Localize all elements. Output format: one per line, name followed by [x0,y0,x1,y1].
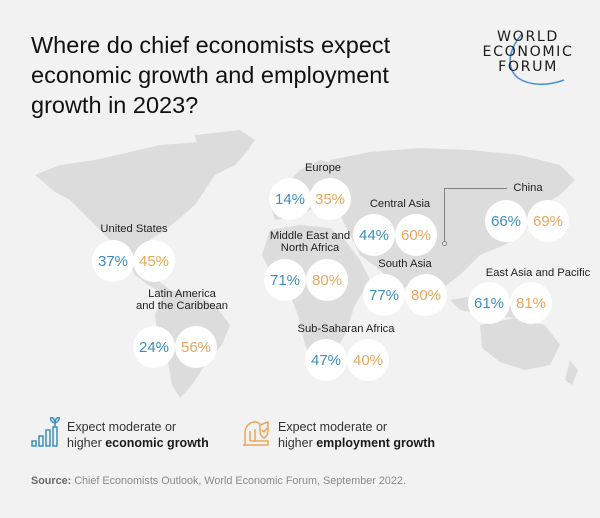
logo-line-3: FORUM [498,59,558,75]
region-label-mena-line-1: Middle East and [269,230,351,242]
region-label-east-asia-pacific: East Asia and Pacific [485,267,591,279]
source-text: Chief Economists Outlook, World Economic… [71,475,406,487]
legend-employment-prefix: higher [278,436,317,450]
region-label-south-asia: South Asia [378,258,432,270]
bubble-employment-europe: 35% [309,178,351,220]
source-note: Source: Chief Economists Outlook, World … [31,475,406,487]
region-label-china: China [513,182,543,194]
hard-hat-worker-icon [243,420,269,446]
region-label-central-asia: Central Asia [369,198,431,210]
bubble-economic-south-asia: 77% [363,274,405,316]
legend-employment-bold: employment growth [316,436,435,450]
landmass-greenland [195,130,255,170]
landmass-asia [330,148,575,290]
logo-line-1: WORLD [497,29,559,45]
legend-employment-line-1: Expect moderate or [278,420,388,434]
china-leader-dot [442,241,447,246]
bubble-economic-china: 66% [485,200,527,242]
legend-employment-growth: Expect moderate or higher employment gro… [242,417,462,451]
bubble-employment-east-asia-pacific: 81% [510,282,552,324]
landmass-north-america [35,138,250,260]
world-map: Europe 14% 35% Central Asia 44% 60% Chin… [0,130,600,400]
bubble-economic-latam: 24% [133,326,175,368]
region-label-latam-line-1: Latin America [148,288,216,300]
bubble-employment-south-asia: 80% [405,274,447,316]
bubble-employment-latam: 56% [175,326,217,368]
bubble-economic-sub-saharan-africa: 47% [305,339,347,381]
bubble-economic-mena: 71% [264,259,306,301]
region-label-europe: Europe [304,162,342,174]
growth-chart-plant-icon [31,417,60,447]
region-label-mena-line-2: North Africa [280,242,340,254]
bubble-employment-mena: 80% [306,259,348,301]
legend-economic-growth: Expect moderate or higher economic growt… [31,417,231,451]
bubble-economic-united-states: 37% [92,240,134,282]
logo-line-2: ECONOMIC [482,44,574,60]
legend-economic-line-1: Expect moderate or [67,420,177,434]
logo-arc-icon [509,33,565,86]
region-label-sub-saharan-africa: Sub-Saharan Africa [297,323,395,335]
landmass-new-zealand [565,360,578,385]
landmass-australia [480,318,560,370]
region-label-united-states: United States [100,223,168,235]
page-title: Where do chief economists expect economi… [31,32,391,118]
bubble-economic-central-asia: 44% [353,214,395,256]
china-leader-line [444,188,507,243]
bubble-employment-china: 69% [527,200,569,242]
legend-economic-bold: economic growth [105,436,209,450]
bubble-economic-europe: 14% [269,178,311,220]
bubble-employment-united-states: 45% [133,240,175,282]
source-label: Source: [31,475,72,487]
legend-economic-prefix: higher [67,436,106,450]
bubble-employment-sub-saharan-africa: 40% [347,339,389,381]
region-label-latam-line-2: and the Caribbean [135,300,229,312]
bubble-employment-central-asia: 60% [395,214,437,256]
bubble-economic-east-asia-pacific: 61% [468,282,510,324]
wef-logo: WORLD ECONOMIC FORUM [478,30,578,90]
world-map-landmass [35,130,578,398]
